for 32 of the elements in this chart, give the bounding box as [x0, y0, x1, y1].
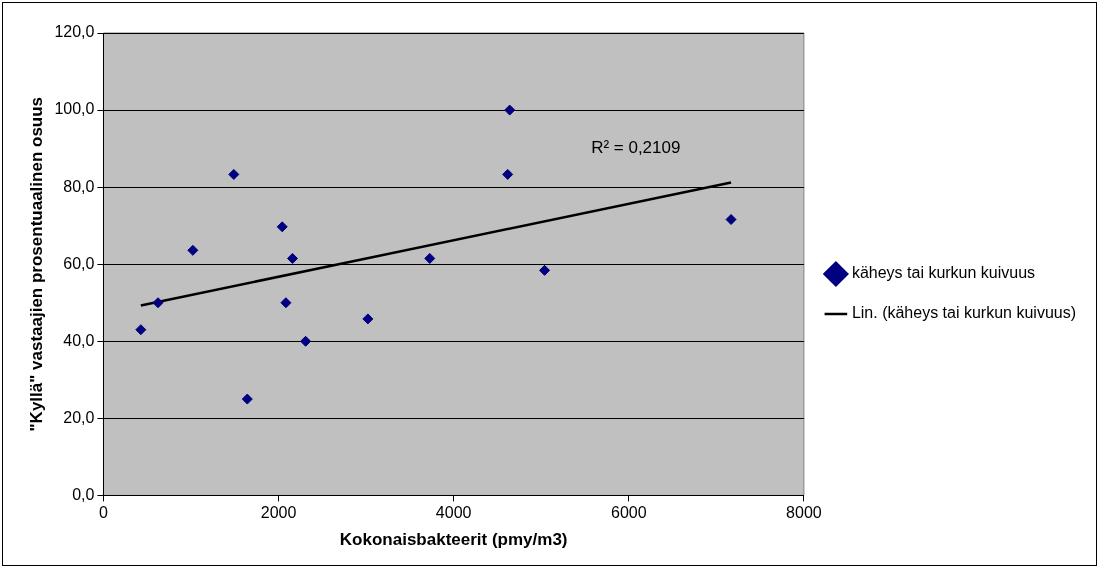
point [135, 324, 147, 336]
legend-label: käheys tai kurkun kuivuus [851, 264, 1036, 282]
y-tick-label: 0,0 [72, 485, 95, 503]
y-axis-title: "Kyllä" vastaajien prosentuaalinen osuus [26, 96, 46, 432]
point [504, 104, 516, 116]
point [228, 168, 240, 180]
y-tick-label: 20,0 [63, 408, 95, 426]
point [241, 393, 253, 405]
point [502, 168, 514, 180]
x-tick-label: 4000 [435, 504, 472, 522]
point [539, 264, 551, 276]
y-tick-label: 60,0 [63, 254, 95, 272]
x-axis-title: Kokonaisbakteerit (pmy/m3) [339, 530, 568, 550]
point [424, 252, 436, 264]
point [362, 313, 374, 325]
annotation: R² = 0,2109 [591, 138, 681, 158]
x-tick-label: 0 [98, 504, 108, 522]
x-tick-label: 2000 [260, 504, 297, 522]
legend-label: Lin. (käheys tai kurkun kuivuus) [851, 304, 1077, 322]
y-tick-label: 40,0 [63, 331, 95, 349]
x-tick-label: 8000 [786, 504, 822, 522]
point [152, 297, 164, 309]
point [280, 297, 292, 309]
point [286, 252, 298, 264]
point [300, 335, 312, 347]
point [725, 214, 737, 225]
point [187, 244, 199, 256]
x-tick-label: 6000 [610, 504, 647, 522]
y-tick-label: 80,0 [63, 177, 95, 195]
point [276, 221, 288, 233]
y-tick-label: 100,0 [54, 100, 95, 118]
y-tick-label: 120,0 [54, 23, 95, 41]
